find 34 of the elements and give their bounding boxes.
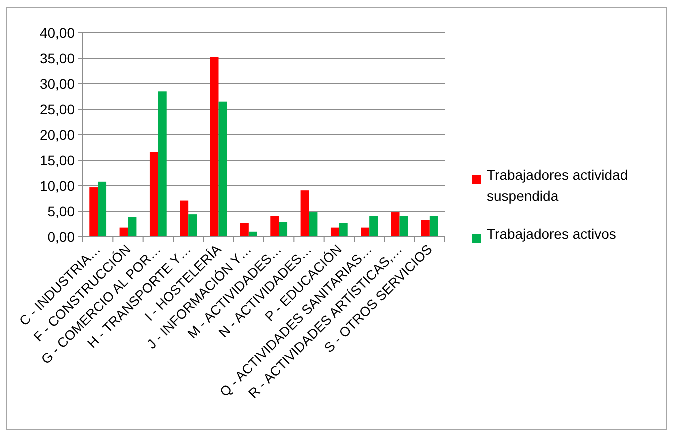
bar [370,216,378,237]
bar [90,188,98,237]
bar [309,212,318,237]
bar [270,216,280,237]
bar [158,92,167,237]
bar [400,216,408,237]
y-tick-label: 30,00 [40,76,76,92]
y-tick-label: 10,00 [40,178,76,194]
y-tick-label: 15,00 [40,152,76,168]
y-tick-label: 35,00 [40,50,76,66]
bar [430,216,438,237]
y-tick-label: 20,00 [40,126,76,143]
y-tick-label: 5,00 [48,203,76,220]
bar [421,220,430,237]
bar [361,228,370,237]
bar [339,223,348,237]
bar [150,152,158,237]
y-tick-label: 40,00 [40,24,76,41]
bar [240,223,249,237]
bar [180,200,189,237]
bar [120,228,128,237]
bar [188,214,198,237]
bar [279,222,288,237]
y-tick-label: 25,00 [40,101,76,118]
bar [330,228,340,237]
bar [98,182,107,237]
bar [300,190,310,237]
bar [391,212,400,237]
legend-label: Trabajadores activos [487,226,616,242]
y-tick-label: 0,00 [48,228,76,245]
bar [128,217,137,237]
bar [210,57,219,237]
legend-label: Trabajadores actividad suspendida [487,167,628,204]
bar [218,102,228,237]
